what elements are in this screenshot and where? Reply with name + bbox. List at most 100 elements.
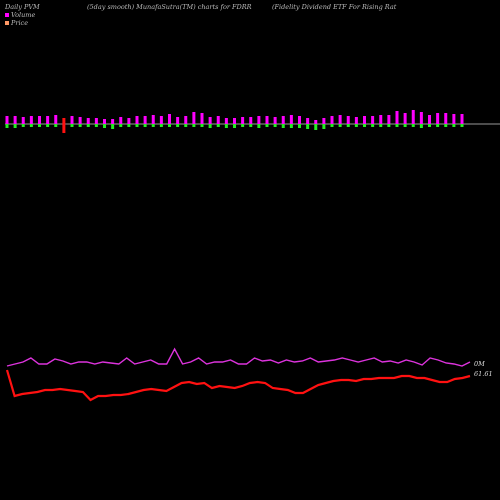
- volume-bar-up: [452, 114, 456, 124]
- volume-bar-up: [419, 112, 423, 124]
- volume-bar-down: [54, 124, 58, 127]
- volume-bar-up: [70, 116, 74, 124]
- volume-bar-up: [192, 112, 196, 124]
- volume-bar-down: [78, 124, 82, 127]
- volume-bar-down: [5, 124, 9, 128]
- chart-title-middle: (5day smooth) MunafaSutra(TM) charts for…: [87, 3, 252, 11]
- volume-bar-down: [452, 124, 456, 127]
- volume-bar-up: [338, 115, 342, 124]
- volume-bar-up: [159, 116, 163, 124]
- volume-bar-down: [192, 124, 196, 127]
- volume-bar-down: [298, 124, 301, 128]
- legend-price-label: Price: [11, 19, 29, 27]
- volume-line: [6, 347, 471, 367]
- volume-bar-down: [306, 124, 310, 129]
- volume-bar-up: [346, 116, 350, 124]
- volume-bar-up: [289, 115, 293, 124]
- volume-bar-down: [70, 124, 74, 127]
- volume-bar-down: [103, 124, 106, 128]
- volume-bar-down: [444, 124, 448, 127]
- volume-bar-down: [176, 124, 180, 127]
- volume-bar-up: [46, 116, 50, 124]
- volume-bar-down: [233, 124, 236, 128]
- volume-bar-down: [371, 124, 375, 127]
- volume-bar-up: [436, 113, 440, 124]
- volume-bar-up: [208, 117, 212, 124]
- volume-bar-up: [38, 116, 41, 124]
- chart-title-left: Daily PVM: [5, 3, 40, 11]
- volume-bar-down: [428, 124, 431, 127]
- volume-bar-down: [411, 124, 415, 127]
- volume-bar-up: [257, 116, 261, 124]
- volume-bar-up: [314, 120, 318, 124]
- volume-bar-up: [330, 116, 334, 124]
- legend-volume: Volume: [5, 11, 35, 19]
- volume-bar-down: [184, 124, 188, 127]
- volume-bar-up: [322, 118, 326, 124]
- volume-bar-up: [444, 113, 448, 124]
- volume-bar-up: [411, 110, 415, 124]
- volume-bar-down: [346, 124, 350, 127]
- volume-bar-down: [419, 124, 423, 128]
- volume-bar-down: [314, 124, 318, 130]
- volume-bar-down: [127, 124, 131, 127]
- volume-bar-up: [143, 116, 147, 124]
- volume-bar-down: [38, 124, 41, 127]
- volume-bar-down: [249, 124, 253, 127]
- price-line: [5, 369, 471, 402]
- legend-price: Price: [5, 19, 28, 27]
- volume-bar-up: [241, 117, 245, 124]
- volume-bar-down: [460, 124, 464, 127]
- volume-bar-down: [168, 124, 171, 127]
- volume-bar-down: [29, 124, 33, 127]
- volume-bar-down: [13, 124, 17, 128]
- volume-bar-up: [354, 117, 358, 124]
- volume-bar-down: [21, 124, 25, 127]
- volume-bar-down: [338, 124, 342, 127]
- volume-bar-down: [143, 124, 147, 127]
- volume-bar-up: [78, 117, 82, 124]
- volume-bar-up: [13, 116, 17, 124]
- volume-bar-up: [151, 115, 155, 124]
- volume-bar-down: [119, 124, 123, 127]
- volume-bar-up: [127, 118, 131, 124]
- volume-bar-up: [306, 118, 310, 124]
- volume-bar-up: [200, 113, 204, 124]
- legend-volume-label: Volume: [11, 11, 36, 19]
- volume-bar-up: [379, 115, 383, 124]
- volume-bar-up: [216, 116, 220, 124]
- volume-bar-up: [29, 116, 33, 124]
- volume-bar-up: [273, 117, 277, 124]
- volume-bar-down: [159, 124, 163, 127]
- volume-bar-down: [379, 124, 383, 127]
- legend-price-swatch: [5, 21, 9, 25]
- volume-bar-down: [111, 124, 115, 129]
- volume-bar-up: [428, 115, 431, 124]
- volume-bar-down: [330, 124, 334, 127]
- volume-bar-up: [281, 116, 285, 124]
- volume-bar-up: [184, 116, 188, 124]
- volume-bar-down: [387, 124, 391, 127]
- volume-bar-up: [224, 118, 228, 124]
- volume-bar-up: [21, 117, 25, 124]
- volume-bar-up: [249, 117, 253, 124]
- volume-bar-up: [86, 118, 90, 124]
- legend-volume-swatch: [5, 13, 9, 17]
- volume-bar-up: [395, 111, 399, 124]
- volume-bar-down: [94, 124, 98, 127]
- volume-last-label: 0M: [474, 360, 485, 368]
- volume-bar-up: [176, 117, 180, 124]
- chart-title-right: (Fidelity Dividend ETF For Rising Rat: [272, 3, 397, 11]
- volume-bar-down: [257, 124, 261, 128]
- volume-bar-down: [224, 124, 228, 128]
- volume-bar-down: [135, 124, 139, 127]
- volume-bar-up: [403, 113, 407, 124]
- price-last-label: 61.61: [474, 370, 493, 378]
- volume-bar-down: [436, 124, 440, 127]
- volume-bar-down: [46, 124, 50, 127]
- volume-bar-down: [322, 124, 326, 129]
- volume-bar-up: [168, 114, 171, 124]
- volume-bar-up: [62, 118, 66, 124]
- volume-bar-down: [216, 124, 220, 127]
